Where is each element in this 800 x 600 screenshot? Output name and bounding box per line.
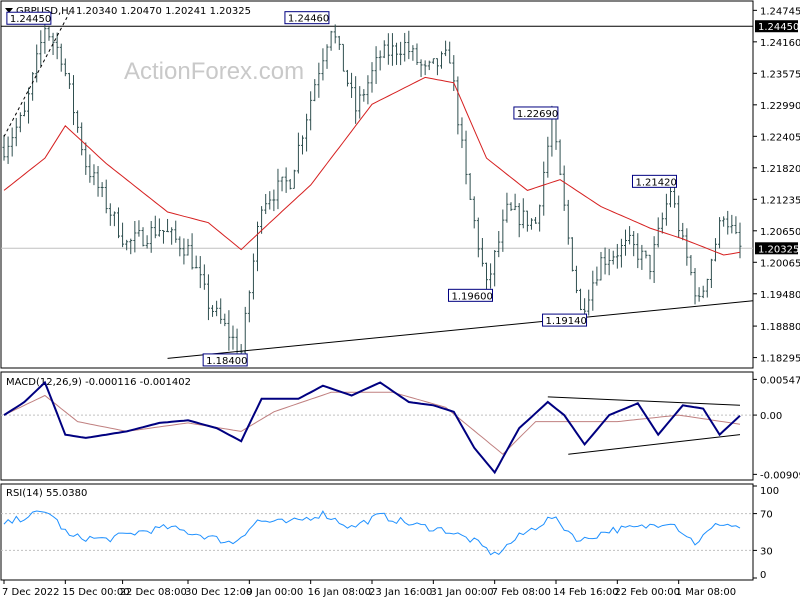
price-tick-label: 1.24160 xyxy=(760,38,800,49)
macd-tick-label: 0.005475 xyxy=(760,375,800,386)
ohlc-label: 1.20340 1.20470 1.20241 1.20325 xyxy=(76,6,251,17)
current-price-tag-bg xyxy=(755,242,798,255)
price-tick-label: 1.21820 xyxy=(760,164,800,175)
price-tick-label: 1.18880 xyxy=(760,322,800,333)
rsi-label: RSI(14) 55.0380 xyxy=(6,488,87,499)
price-tick-label: 1.19480 xyxy=(760,290,800,301)
x-tick-label: 16 Jan 08:00 xyxy=(308,587,371,598)
macd-label: MACD(12,26,9) -0.000116 -0.001402 xyxy=(6,377,191,388)
x-tick-label: 30 Dec 12:00 xyxy=(185,587,252,598)
rsi-panel-frame xyxy=(0,483,754,581)
dashed-trendline xyxy=(3,12,70,137)
price-candles xyxy=(2,24,742,363)
support-trendline xyxy=(167,300,754,359)
moving-average xyxy=(3,76,741,256)
price-annotation: 1.24450 xyxy=(10,14,51,25)
resistance-price-tag: 1.24450 xyxy=(758,22,799,33)
macd-tick-label: -0.00909 xyxy=(760,470,800,481)
price-tick-label: 1.22990 xyxy=(760,101,800,112)
x-tick-label: 22 Feb 00:00 xyxy=(614,587,680,598)
x-tick-label: 22 Dec 08:00 xyxy=(120,587,187,598)
x-tick-label: 7 Dec 2022 xyxy=(2,587,60,598)
macd-panel-frame xyxy=(0,371,754,481)
macd-upper-trendline xyxy=(547,396,741,406)
price-tick-label: 1.20650 xyxy=(760,227,800,238)
price-annotation-box xyxy=(447,288,493,302)
price-tick-label: 1.21235 xyxy=(760,195,800,206)
macd-lower-trendline xyxy=(568,434,741,455)
rsi-series xyxy=(1,510,753,556)
price-annotation-box xyxy=(202,353,248,367)
symbol-label: GBPUSD,H4 xyxy=(16,6,75,17)
price-annotation: 1.24460 xyxy=(288,14,329,25)
macd-y-axis: 0.005475 0.00 -0.00909 xyxy=(753,375,800,481)
current-price-tag: 1.20325 xyxy=(758,244,799,255)
price-annotation-box xyxy=(513,106,559,120)
price-annotation-box xyxy=(542,313,588,327)
price-annotation: 1.22690 xyxy=(517,109,558,120)
x-tick-label: 23 Jan 16:00 xyxy=(369,587,432,598)
rsi-line xyxy=(3,510,741,556)
rsi-y-axis: 100 70 30 0 xyxy=(753,485,779,581)
rsi-tick-label: 100 xyxy=(760,486,779,497)
watermark: ActionForex.com xyxy=(124,58,304,85)
price-annotation-box xyxy=(284,11,330,25)
macd-series xyxy=(1,380,753,475)
x-tick-label: 14 Feb 16:00 xyxy=(553,587,619,598)
price-annotation: 1.19140 xyxy=(546,316,587,327)
price-annotation: 1.21420 xyxy=(635,177,676,188)
x-tick-label: 15 Dec 00:00 xyxy=(62,587,129,598)
price-y-axis: 1.24745 1.24160 1.23575 1.22990 1.22405 1.218… xyxy=(753,6,800,365)
x-tick-label: 31 Jan 00:00 xyxy=(430,587,493,598)
price-annotations: 1.24450 1.24460 1.22690 1.21420 1.19600 1.191… xyxy=(6,11,677,367)
rsi-tick-label: 0 xyxy=(760,570,766,581)
price-panel-frame xyxy=(0,0,754,369)
price-tick-label: 1.23575 xyxy=(760,69,800,80)
x-tick-label: 9 Jan 00:00 xyxy=(246,587,303,598)
rsi-tick-label: 70 xyxy=(760,510,773,521)
x-tick-label: 1 Mar 08:00 xyxy=(676,587,736,598)
price-annotation-box xyxy=(631,174,677,188)
price-annotation-box xyxy=(6,11,52,25)
price-annotation: 1.19600 xyxy=(451,291,492,302)
trendlines xyxy=(3,12,754,359)
rsi-tick-label: 30 xyxy=(760,546,773,557)
macd-line xyxy=(3,380,741,475)
price-tick-label: 1.20065 xyxy=(760,258,800,269)
ma-line xyxy=(3,76,741,256)
price-tick-label: 1.24745 xyxy=(760,6,800,17)
price-tick-label: 1.22405 xyxy=(760,132,800,143)
price-tick-label: 1.18295 xyxy=(760,354,800,365)
dropdown-arrow-icon[interactable] xyxy=(5,8,13,13)
x-tick-label: 7 Feb 08:00 xyxy=(492,587,551,598)
macd-tick-label: 0.00 xyxy=(760,411,782,422)
resistance-price-tag-bg xyxy=(755,20,798,33)
price-annotation: 1.18400 xyxy=(206,356,247,367)
